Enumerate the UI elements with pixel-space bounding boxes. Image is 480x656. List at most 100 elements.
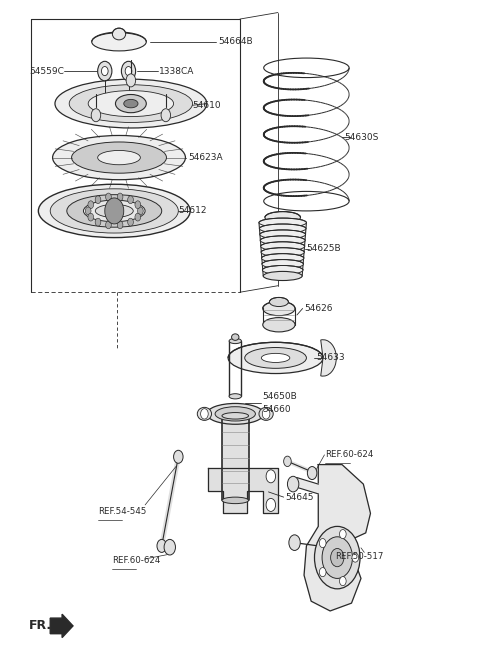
Ellipse shape <box>262 260 303 269</box>
Ellipse shape <box>215 407 255 421</box>
Circle shape <box>128 218 133 226</box>
Ellipse shape <box>92 33 146 51</box>
Ellipse shape <box>261 248 304 256</box>
Text: REF.60-624: REF.60-624 <box>112 556 160 565</box>
Circle shape <box>288 476 299 492</box>
Ellipse shape <box>261 242 305 251</box>
Ellipse shape <box>55 79 207 128</box>
Polygon shape <box>50 614 73 638</box>
Circle shape <box>117 193 123 201</box>
Circle shape <box>289 535 300 550</box>
Circle shape <box>262 409 270 419</box>
Text: 54559C: 54559C <box>29 66 64 75</box>
Circle shape <box>137 207 143 215</box>
Text: FR.: FR. <box>29 619 52 632</box>
Ellipse shape <box>96 205 133 217</box>
Circle shape <box>339 529 346 539</box>
Polygon shape <box>290 478 318 494</box>
Ellipse shape <box>229 338 241 344</box>
Ellipse shape <box>84 200 145 222</box>
Text: 54645: 54645 <box>285 493 313 502</box>
Circle shape <box>106 193 111 201</box>
Circle shape <box>319 539 326 548</box>
Text: 54625B: 54625B <box>306 244 341 253</box>
Ellipse shape <box>260 230 306 239</box>
Circle shape <box>125 66 132 75</box>
Ellipse shape <box>245 348 306 368</box>
Circle shape <box>174 450 183 463</box>
Ellipse shape <box>53 136 185 180</box>
Text: REF.50-517: REF.50-517 <box>335 552 383 562</box>
Circle shape <box>284 456 291 466</box>
Circle shape <box>95 218 101 226</box>
Ellipse shape <box>263 318 295 332</box>
Circle shape <box>135 213 141 221</box>
Text: 54630S: 54630S <box>344 133 379 142</box>
Circle shape <box>117 221 123 229</box>
Ellipse shape <box>262 254 304 263</box>
Polygon shape <box>304 464 371 611</box>
Ellipse shape <box>67 195 162 227</box>
Ellipse shape <box>259 224 306 233</box>
Ellipse shape <box>97 150 140 165</box>
Ellipse shape <box>231 334 239 340</box>
Circle shape <box>105 198 124 224</box>
Text: REF.60-624: REF.60-624 <box>325 450 374 459</box>
Ellipse shape <box>263 266 303 275</box>
Circle shape <box>307 466 317 480</box>
Text: 54626: 54626 <box>304 304 333 313</box>
Circle shape <box>322 537 352 579</box>
Polygon shape <box>208 468 278 514</box>
Ellipse shape <box>269 297 288 306</box>
Ellipse shape <box>38 184 190 237</box>
Circle shape <box>128 196 133 203</box>
Text: 54664B: 54664B <box>219 37 253 47</box>
Circle shape <box>95 196 101 203</box>
Text: REF.54-545: REF.54-545 <box>97 507 146 516</box>
Ellipse shape <box>265 212 300 223</box>
Text: 54623A: 54623A <box>188 153 222 162</box>
Circle shape <box>85 207 91 215</box>
Wedge shape <box>321 340 336 376</box>
Ellipse shape <box>197 407 212 420</box>
Circle shape <box>88 201 94 209</box>
Ellipse shape <box>69 85 192 123</box>
Ellipse shape <box>88 91 174 117</box>
Circle shape <box>91 109 101 122</box>
Text: 54633: 54633 <box>316 354 345 362</box>
Ellipse shape <box>72 142 167 173</box>
Ellipse shape <box>263 301 295 316</box>
Circle shape <box>314 526 360 589</box>
Text: 54660: 54660 <box>263 405 291 414</box>
Circle shape <box>126 74 136 87</box>
FancyBboxPatch shape <box>222 416 249 501</box>
Ellipse shape <box>222 413 249 419</box>
Circle shape <box>135 201 141 209</box>
Circle shape <box>157 539 167 552</box>
Ellipse shape <box>124 99 138 108</box>
Circle shape <box>164 539 176 555</box>
Ellipse shape <box>207 403 264 424</box>
Circle shape <box>161 109 170 122</box>
Ellipse shape <box>259 218 306 227</box>
Text: 54610: 54610 <box>192 101 221 110</box>
Ellipse shape <box>222 497 249 504</box>
Circle shape <box>121 61 136 81</box>
Circle shape <box>266 470 276 483</box>
Ellipse shape <box>50 189 179 233</box>
Ellipse shape <box>261 354 290 363</box>
Circle shape <box>106 221 111 229</box>
Ellipse shape <box>263 272 302 281</box>
Text: 1338CA: 1338CA <box>159 66 195 75</box>
Ellipse shape <box>260 236 305 245</box>
Circle shape <box>201 409 208 419</box>
Ellipse shape <box>116 94 146 113</box>
Circle shape <box>339 577 346 586</box>
Ellipse shape <box>229 394 241 399</box>
Circle shape <box>101 66 108 75</box>
Text: 54612: 54612 <box>179 207 207 215</box>
Text: 54650B: 54650B <box>263 392 298 401</box>
Circle shape <box>97 61 112 81</box>
Circle shape <box>88 213 94 221</box>
Circle shape <box>331 548 344 567</box>
